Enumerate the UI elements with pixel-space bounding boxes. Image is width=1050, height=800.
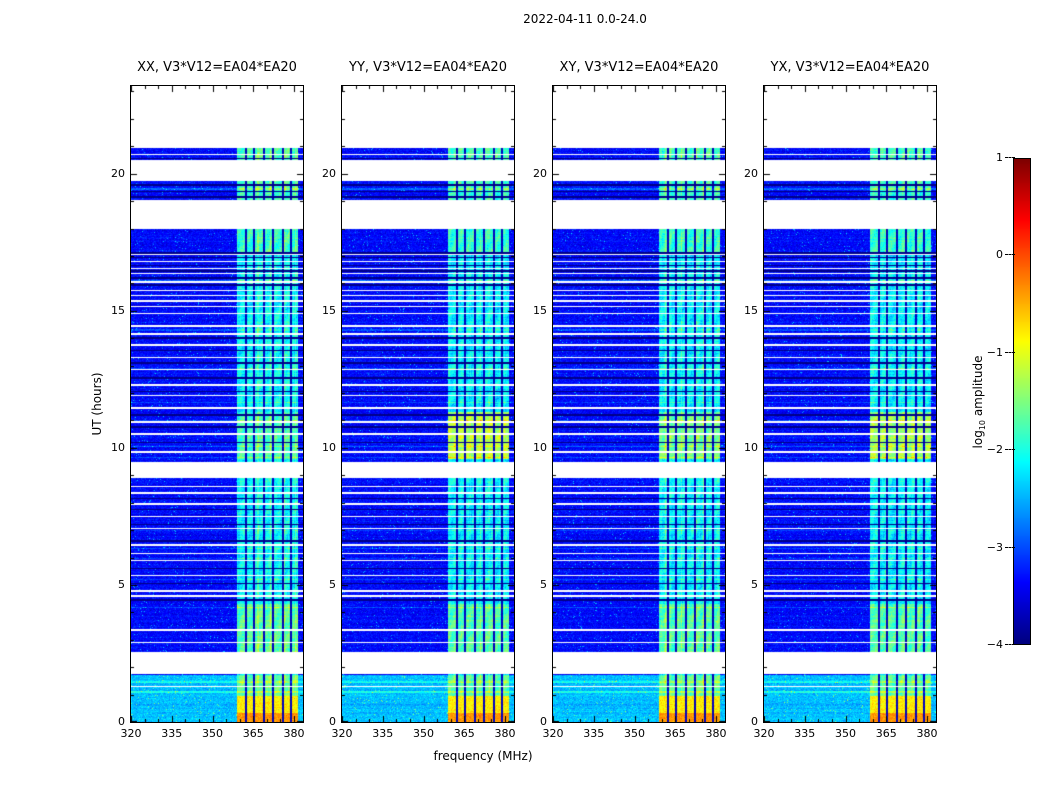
spectrogram-canvas-xy [553, 86, 725, 722]
x-tick-label: 350 [413, 727, 435, 740]
y-tick-label: 15 [533, 303, 547, 317]
panel-title-xx: XX, V3*V12=EA04*EA20 [137, 60, 297, 75]
x-tick-label: 350 [835, 727, 857, 740]
x-tick-label: 335 [372, 727, 394, 740]
y-tick-label: 5 [751, 577, 758, 591]
y-tick-label: 10 [744, 440, 758, 454]
colorbar-tick-mark [1005, 546, 1015, 548]
x-tick-label: 380 [494, 727, 516, 740]
panel-title-xy: XY, V3*V12=EA04*EA20 [559, 60, 719, 75]
panel-title-yy: YY, V3*V12=EA04*EA20 [349, 60, 507, 75]
y-tick-label: 10 [322, 440, 336, 454]
colorbar-label: log10 amplitude [971, 356, 987, 449]
x-tick-label: 365 [875, 727, 897, 740]
colorbar [1013, 158, 1031, 645]
x-tick-label: 320 [542, 727, 564, 740]
spectrogram-canvas-yy [342, 86, 514, 722]
x-tick-label: 335 [161, 727, 183, 740]
spectrogram-panel-xx [130, 85, 304, 723]
y-tick-label: 5 [540, 577, 547, 591]
x-axis-label: frequency (MHz) [433, 749, 533, 763]
y-tick-label: 0 [751, 715, 758, 728]
y-tick-label: 5 [329, 577, 336, 591]
x-tick-label: 365 [242, 727, 264, 740]
spectrogram-panel-xy [552, 85, 726, 723]
colorbar-tick-label: 0 [996, 248, 1003, 262]
spectrogram-panel-yx [763, 85, 937, 723]
colorbar-tick-label: 1 [996, 151, 1003, 164]
y-tick-label: 5 [118, 577, 125, 591]
x-tick-label: 335 [794, 727, 816, 740]
x-tick-label: 335 [583, 727, 605, 740]
y-tick-label: 15 [744, 303, 758, 317]
x-tick-label: 380 [916, 727, 938, 740]
colorbar-tick-label: −4 [986, 638, 1003, 651]
y-tick-label: 10 [111, 440, 125, 454]
colorbar-tick-label: −3 [986, 540, 1003, 554]
x-tick-label: 380 [705, 727, 727, 740]
x-tick-label: 380 [283, 727, 305, 740]
x-tick-label: 365 [664, 727, 686, 740]
colorbar-tick-mark [1005, 449, 1015, 451]
y-axis-label: UT (hours) [90, 372, 104, 436]
y-tick-label: 0 [540, 715, 547, 728]
panel-title-yx: YX, V3*V12=EA04*EA20 [770, 60, 930, 75]
colorbar-tick-mark [1005, 351, 1015, 353]
y-tick-label: 20 [322, 166, 336, 180]
colorbar-tick-mark [1005, 644, 1015, 645]
x-tick-label: 320 [331, 727, 353, 740]
colorbar-tick-label: −2 [986, 443, 1003, 457]
colorbar-label-post: amplitude [970, 355, 985, 420]
x-tick-label: 320 [120, 727, 142, 740]
y-tick-label: 15 [111, 303, 125, 317]
spectrogram-canvas-yx [764, 86, 936, 722]
y-tick-label: 15 [322, 303, 336, 317]
y-tick-label: 0 [329, 715, 336, 728]
y-tick-label: 20 [744, 166, 758, 180]
colorbar-gradient [1014, 159, 1030, 644]
y-tick-label: 0 [118, 715, 125, 728]
x-tick-label: 350 [624, 727, 646, 740]
x-tick-label: 350 [202, 727, 224, 740]
y-tick-label: 20 [533, 166, 547, 180]
colorbar-label-sub: 10 [978, 419, 988, 431]
colorbar-tick-mark [1005, 157, 1015, 158]
colorbar-tick-label: −1 [986, 345, 1003, 359]
spectrogram-panel-yy [341, 85, 515, 723]
spectrogram-canvas-xx [131, 86, 303, 722]
y-tick-label: 20 [111, 166, 125, 180]
colorbar-tick-mark [1005, 254, 1015, 256]
x-tick-label: 365 [453, 727, 475, 740]
y-tick-label: 10 [533, 440, 547, 454]
x-tick-label: 320 [753, 727, 775, 740]
figure-title: 2022-04-11 0.0-24.0 [523, 12, 647, 26]
